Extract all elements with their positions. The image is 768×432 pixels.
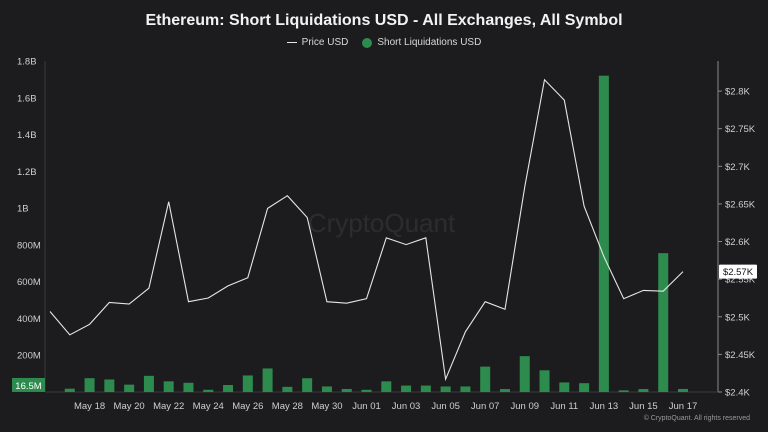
x-axis-tick-label: Jun 07	[471, 401, 500, 412]
left-axis-tick-label: 1.4B	[17, 130, 37, 141]
bar	[321, 386, 332, 392]
current-value-badge-right	[719, 264, 757, 279]
x-axis-tick-label: May 24	[193, 401, 224, 412]
bar	[282, 386, 293, 392]
right-axis-tick-label: $2.5K	[725, 312, 750, 323]
x-axis-tick-label: Jun 17	[669, 401, 698, 412]
x-axis-tick-label: Jun 01	[352, 401, 381, 412]
bar	[262, 368, 273, 392]
x-axis-tick-label: Jun 09	[510, 401, 539, 412]
left-axis-tick-label: 600M	[17, 277, 41, 288]
left-axis-tick-label: 1.2B	[17, 167, 37, 178]
chart-title: Ethereum: Short Liquidations USD - All E…	[145, 12, 623, 29]
right-axis-tick-label: $2.45K	[725, 350, 756, 361]
bar	[183, 382, 194, 392]
bar	[302, 378, 313, 392]
x-axis-tick-label: May 28	[272, 401, 303, 412]
bar	[420, 385, 431, 392]
right-axis-tick-label: $2.55K	[725, 275, 756, 286]
left-axis-tick-label: 1.6B	[17, 93, 37, 104]
legend-label-short-liquidations: Short Liquidations USD	[377, 37, 482, 48]
bar	[539, 370, 550, 392]
bar	[124, 384, 135, 392]
legend: Price USD Short Liquidations USD	[0, 37, 768, 48]
bar	[242, 375, 253, 392]
x-axis-tick-label: Jun 03	[392, 401, 421, 412]
bar	[598, 75, 609, 392]
legend-item-price[interactable]: Price USD	[286, 37, 349, 48]
bar	[638, 389, 649, 392]
x-axis-tick-label: May 20	[114, 401, 145, 412]
bar	[480, 366, 491, 392]
bar	[440, 386, 451, 392]
x-axis-tick-label: May 18	[74, 401, 105, 412]
right-axis-tick-label: $2.4K	[725, 388, 750, 399]
bar	[84, 378, 95, 392]
x-axis-tick-label: May 22	[153, 401, 184, 412]
price-line	[49, 78, 684, 382]
bar	[104, 379, 115, 392]
legend-item-short-liquidations[interactable]: Short Liquidations USD	[362, 37, 481, 48]
bar	[579, 383, 590, 392]
x-axis-tick-label: Jun 13	[590, 401, 619, 412]
right-axis-tick-label: $2.65K	[725, 199, 756, 210]
x-axis-tick-label: May 30	[311, 401, 342, 412]
bar	[361, 389, 372, 392]
left-axis-tick-label: 200M	[17, 351, 41, 362]
bar	[658, 253, 669, 392]
bar	[64, 388, 75, 392]
right-axis-tick-label: $2.7K	[725, 162, 750, 173]
current-value-badge-right-label: $2.57K	[723, 267, 754, 278]
legend-dot-swatch	[362, 37, 373, 48]
bar	[460, 386, 471, 392]
bar-series-short-liquidations	[64, 75, 688, 392]
left-axis-tick-label: 1.8B	[17, 57, 37, 68]
bar	[401, 385, 412, 392]
right-axis-tick-label: $2.8K	[725, 87, 750, 98]
bar	[143, 375, 154, 392]
copyright-footer: © CryptoQuant. All rights reserved	[643, 415, 750, 422]
x-axis-tick-label: Jun 05	[431, 401, 460, 412]
bar	[163, 381, 174, 392]
x-axis-tick-label: Jun 15	[629, 401, 658, 412]
left-axis-tick-label: 400M	[17, 314, 41, 325]
bar	[223, 385, 234, 392]
right-axis-tick-label: $2.6K	[725, 237, 750, 248]
bar	[381, 381, 392, 392]
right-axis-tick-label: $2.75K	[725, 124, 756, 135]
bar	[519, 356, 530, 392]
current-value-badge-left-label: 16.5M	[15, 381, 41, 392]
bar	[678, 388, 688, 392]
left-axis-tick-label: 1B	[17, 204, 29, 215]
bar	[341, 388, 352, 392]
legend-label-price: Price USD	[301, 37, 349, 48]
x-axis-tick-label: Jun 11	[550, 401, 578, 412]
current-value-badge-left	[12, 377, 45, 392]
x-axis-tick-label: May 26	[232, 401, 263, 412]
bar	[559, 382, 570, 392]
legend-line-swatch	[286, 42, 297, 43]
watermark: CryptoQuant	[308, 208, 456, 238]
bar	[499, 389, 510, 392]
left-axis-tick-label: 800M	[17, 240, 41, 251]
bar	[203, 389, 214, 392]
bar	[618, 390, 629, 392]
